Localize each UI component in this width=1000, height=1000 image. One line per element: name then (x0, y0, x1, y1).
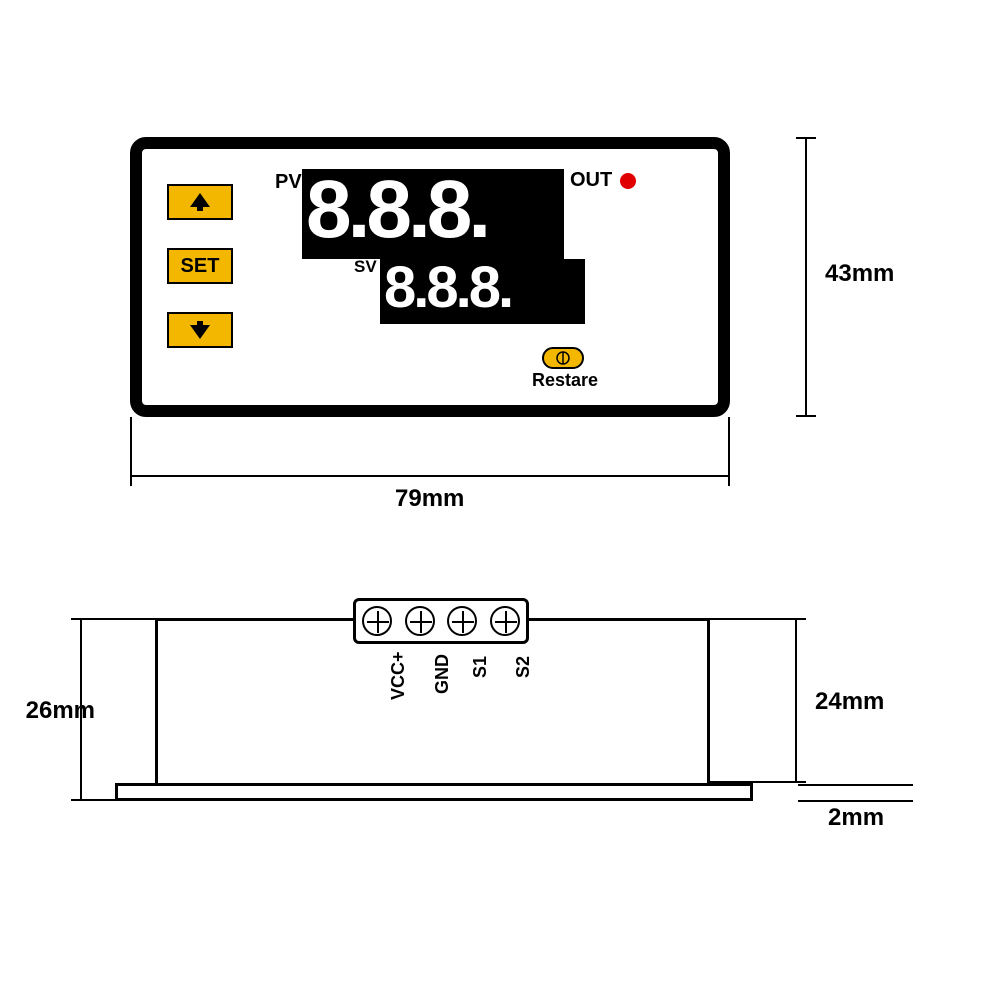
dim-line (130, 475, 730, 477)
arrow-down-icon (188, 318, 212, 342)
sv-label: SV (354, 257, 377, 277)
terminal-screw-icon (490, 606, 520, 636)
sv-display: 8.8.8. (380, 259, 585, 324)
pin-label-gnd: GND (432, 654, 453, 694)
out-led-icon (620, 173, 636, 189)
terminal-screw-icon (447, 606, 477, 636)
down-button[interactable] (167, 312, 233, 348)
restart-label: Restare (532, 370, 598, 391)
body-height-dimension: 24mm (815, 688, 884, 716)
dim-cap (728, 466, 730, 486)
dim-line (805, 137, 807, 417)
ext-line (82, 618, 155, 620)
arrow-up-icon (188, 190, 212, 214)
terminal-block (353, 598, 529, 644)
dim-cap (71, 618, 91, 620)
dim-cap (786, 618, 806, 620)
up-button[interactable] (167, 184, 233, 220)
terminal-screw-icon (362, 606, 392, 636)
pin-label-vcc: VCC+ (388, 651, 409, 700)
dim-cap (796, 137, 816, 139)
device-front-panel: SET PV 8.8.8. SV 8.8.8. OUT Restare (130, 137, 730, 417)
width-dimension: 79mm (395, 485, 464, 513)
terminal-screw-icon (405, 606, 435, 636)
out-label: OUT (570, 169, 612, 192)
screw-icon (555, 350, 571, 366)
button-column: SET (167, 184, 247, 376)
dim-cap (71, 799, 91, 801)
dim-cap (130, 466, 132, 486)
pin-label-s2: S2 (513, 656, 534, 678)
pv-label: PV (275, 171, 302, 194)
dim-cap (796, 415, 816, 417)
dim-line (795, 618, 797, 783)
ext-line (798, 800, 913, 802)
pv-display: 8.8.8. (302, 169, 564, 259)
pin-label-s1: S1 (470, 656, 491, 678)
device-side-flange (115, 783, 753, 801)
ext-line (710, 781, 795, 783)
ext-line (710, 618, 795, 620)
restart-button[interactable] (542, 347, 584, 369)
ext-line (798, 784, 913, 786)
set-button[interactable]: SET (167, 248, 233, 284)
diagram-canvas: SET PV 8.8.8. SV 8.8.8. OUT Restare 43mm… (0, 0, 1000, 1000)
dim-cap (786, 781, 806, 783)
flange-height-dimension: 2mm (828, 804, 884, 832)
height-dimension: 43mm (825, 260, 894, 288)
total-height-dimension: 26mm (26, 697, 95, 725)
